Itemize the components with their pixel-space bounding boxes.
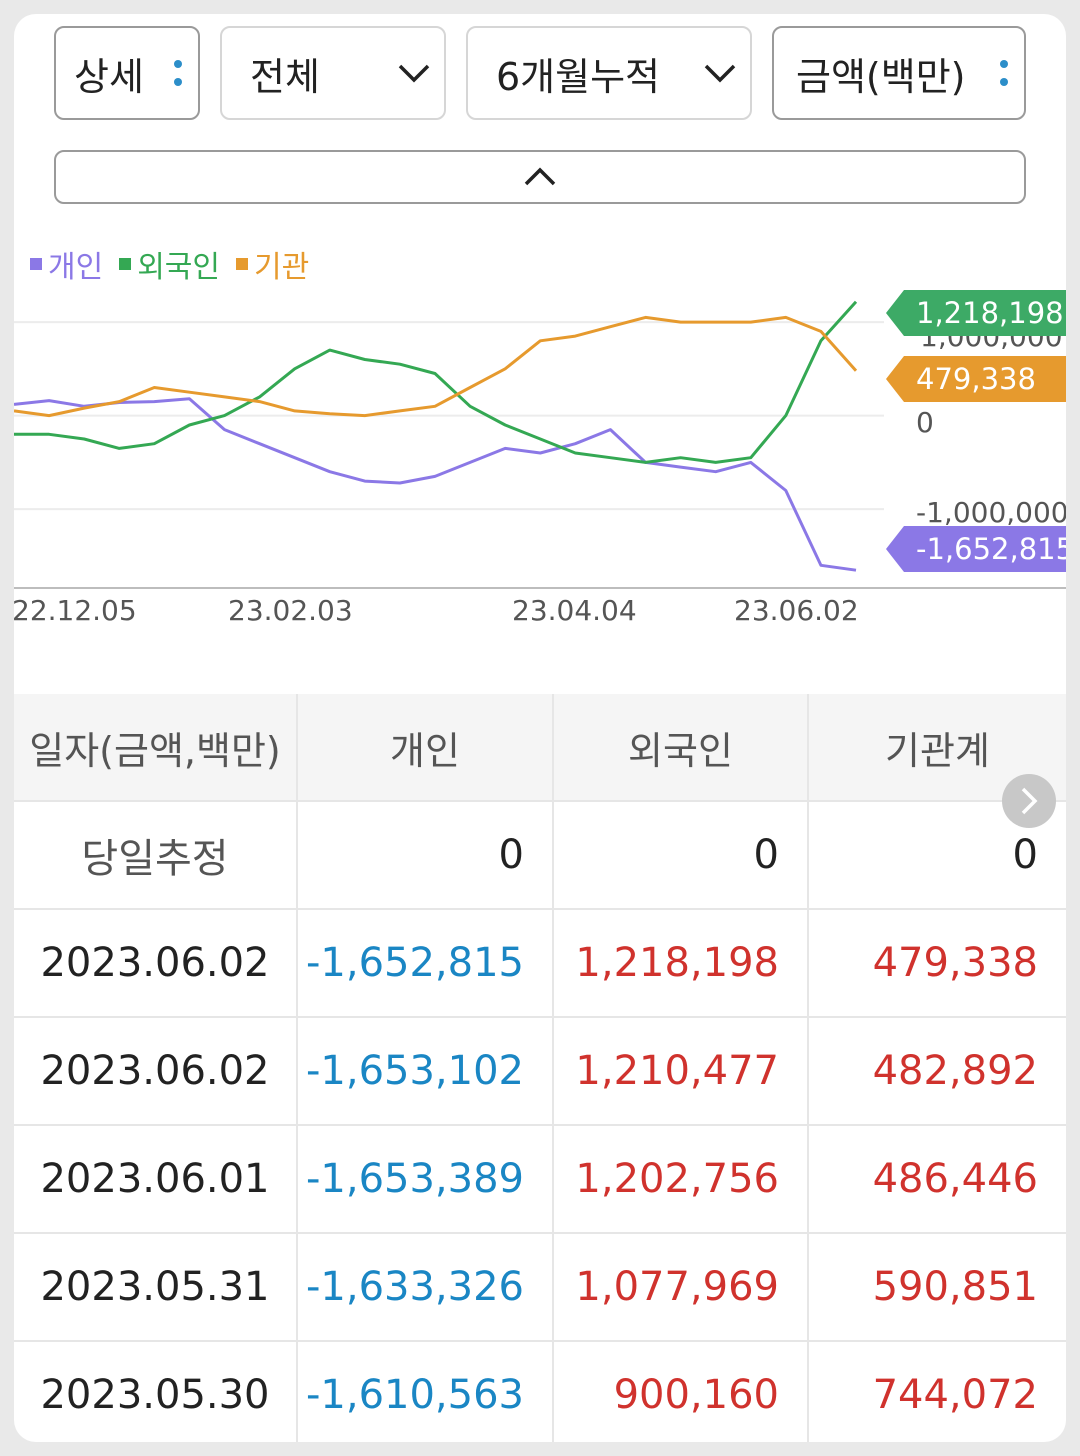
unit-label: 금액(백만) <box>796 54 966 99</box>
estimate-foreign: 0 <box>554 802 809 908</box>
x-tick-label: 22.12.05 <box>14 594 137 627</box>
collapse-toggle-button[interactable] <box>54 150 1026 204</box>
filter-bar: 상세 전체 6개월누적 금액(백만) <box>54 26 1026 124</box>
legend-item-individual[interactable]: 개인 <box>30 242 103 286</box>
header-date: 일자(금액,백만) <box>14 694 298 800</box>
chevron-down-icon <box>690 53 750 93</box>
foreign-last-value-flag: 1,218,198 <box>886 290 1066 336</box>
row-institution: 482,892 <box>872 1048 1038 1094</box>
scroll-right-button[interactable] <box>1002 774 1056 828</box>
y-tick-label: -1,000,000 <box>916 496 1066 529</box>
table-header-row: 일자(금액,백만) 개인 외국인 기관계 <box>14 694 1066 802</box>
row-individual: -1,653,389 <box>298 1126 554 1232</box>
scope-dropdown[interactable]: 전체 <box>220 26 446 120</box>
x-tick-label: 23.02.03 <box>228 594 353 627</box>
row-date: 2023.06.02 <box>14 1018 298 1124</box>
table-row: 2023.06.02 -1,652,815 1,218,198 479,338 <box>14 910 1066 1018</box>
x-tick-label: 23.04.04 <box>512 594 637 627</box>
chart-legend: 개인 외국인 기관 <box>30 242 309 286</box>
scope-label: 전체 <box>250 54 320 99</box>
period-dropdown[interactable]: 6개월누적 <box>466 26 752 120</box>
kebab-icon <box>158 60 198 86</box>
line-chart[interactable] <box>14 284 1066 674</box>
legend-label: 개인 <box>48 250 104 285</box>
series-line-foreign <box>14 300 858 464</box>
row-institution: 486,446 <box>872 1156 1038 1202</box>
row-date: 2023.05.30 <box>14 1342 298 1442</box>
legend-item-institution[interactable]: 기관 <box>236 242 309 286</box>
legend-swatch <box>30 258 42 270</box>
row-institution: 744,072 <box>872 1372 1038 1418</box>
header-foreign: 외국인 <box>554 694 809 800</box>
row-date: 2023.06.01 <box>14 1126 298 1232</box>
investor-trend-card: 상세 전체 6개월누적 금액(백만) 개인 외국인 <box>14 14 1066 1442</box>
y-tick-label: 0 <box>916 406 934 439</box>
chevron-up-icon <box>524 167 556 186</box>
table-row: 2023.05.30 -1,610,563 900,160 744,072 <box>14 1342 1066 1442</box>
row-foreign: 900,160 <box>554 1342 809 1442</box>
row-institution: 479,338 <box>872 940 1038 986</box>
investor-table: 일자(금액,백만) 개인 외국인 기관계 당일추정 0 0 0 2023.06.… <box>14 694 1066 1442</box>
kebab-icon <box>984 60 1024 86</box>
unit-menu-button[interactable]: 금액(백만) <box>772 26 1026 120</box>
institution-last-value-flag: 479,338 <box>886 356 1066 402</box>
period-label: 6개월누적 <box>496 54 661 99</box>
estimate-label: 당일추정 <box>14 802 298 908</box>
estimate-row: 당일추정 0 0 0 <box>14 802 1066 910</box>
estimate-individual: 0 <box>298 802 554 908</box>
row-individual: -1,633,326 <box>298 1234 554 1340</box>
row-individual: -1,652,815 <box>298 910 554 1016</box>
legend-label: 기관 <box>254 250 310 285</box>
row-institution: 590,851 <box>872 1264 1038 1310</box>
header-individual: 개인 <box>298 694 554 800</box>
table-row: 2023.06.02 -1,653,102 1,210,477 482,892 <box>14 1018 1066 1126</box>
legend-swatch <box>119 258 132 270</box>
header-institution: 기관계 <box>885 728 990 773</box>
estimate-institution: 0 <box>1012 832 1038 878</box>
row-foreign: 1,202,756 <box>554 1126 809 1232</box>
x-tick-label: 23.06.02 <box>734 594 859 627</box>
table-row: 2023.05.31 -1,633,326 1,077,969 590,851 <box>14 1234 1066 1342</box>
row-foreign: 1,210,477 <box>554 1018 809 1124</box>
series-line-institution <box>14 315 858 418</box>
legend-label: 외국인 <box>137 250 221 285</box>
detail-label: 상세 <box>74 54 144 99</box>
row-individual: -1,610,563 <box>298 1342 554 1442</box>
chevron-down-icon <box>384 53 444 93</box>
row-date: 2023.06.02 <box>14 910 298 1016</box>
series-line-individual <box>14 397 857 572</box>
detail-menu-button[interactable]: 상세 <box>54 26 200 120</box>
row-date: 2023.05.31 <box>14 1234 298 1340</box>
chevron-right-icon <box>1021 787 1038 815</box>
legend-item-foreign[interactable]: 외국인 <box>119 242 220 286</box>
row-foreign: 1,218,198 <box>554 910 809 1016</box>
row-individual: -1,653,102 <box>298 1018 554 1124</box>
individual-last-value-flag: -1,652,815 <box>886 526 1066 572</box>
table-row: 2023.06.01 -1,653,389 1,202,756 486,446 <box>14 1126 1066 1234</box>
legend-swatch <box>236 258 249 270</box>
row-foreign: 1,077,969 <box>554 1234 809 1340</box>
